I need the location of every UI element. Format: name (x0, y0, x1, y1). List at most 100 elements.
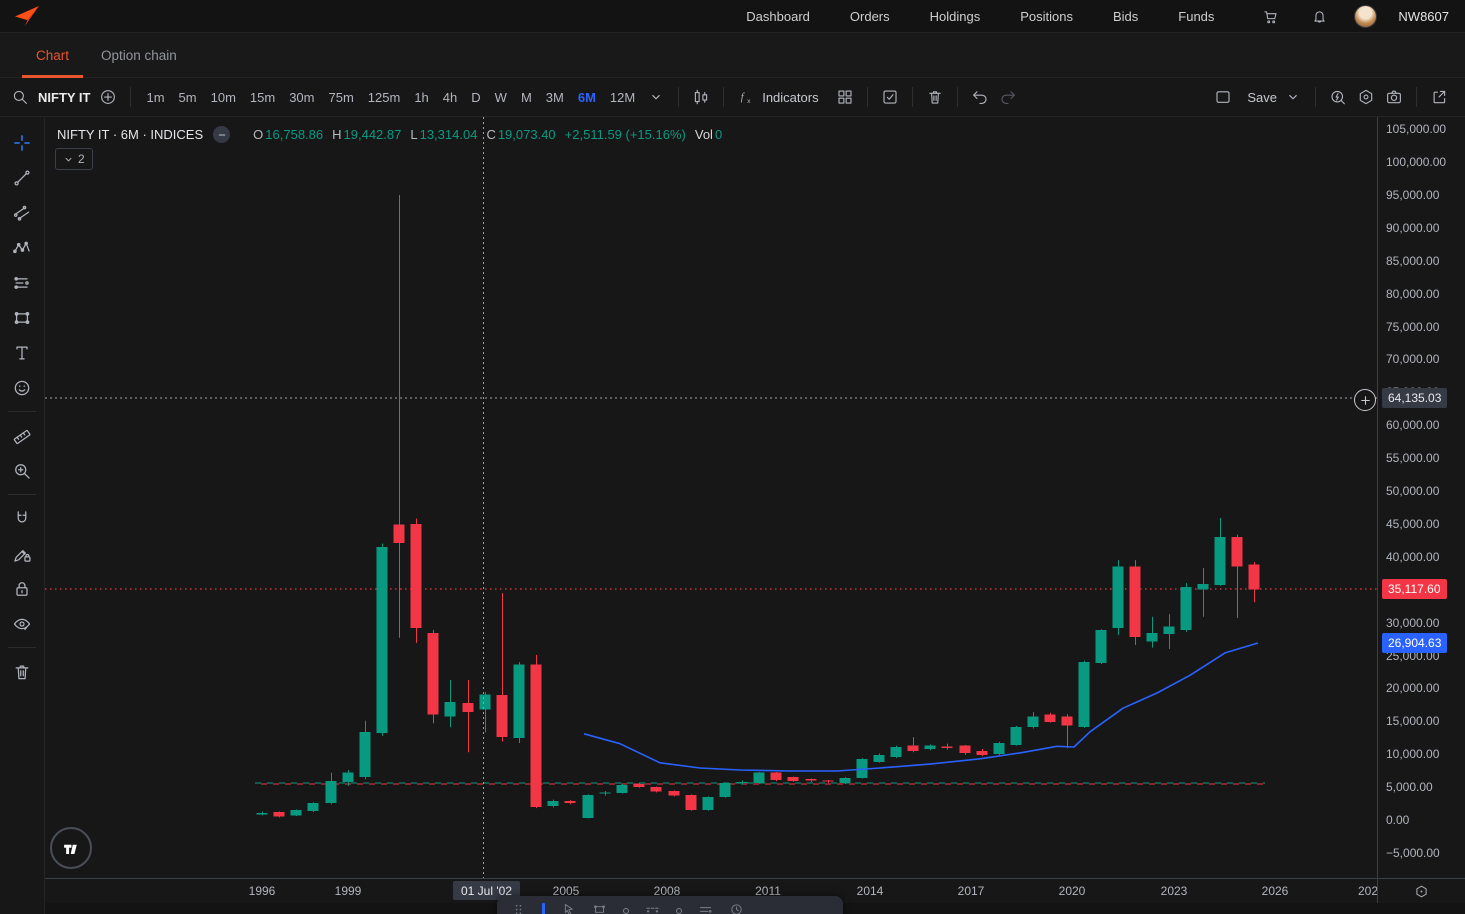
topbar-right-group: NW8607 (1256, 2, 1449, 30)
time-tick: 1999 (334, 884, 362, 898)
magnet-tool[interactable] (5, 502, 39, 535)
nav-item-orders[interactable]: Orders (849, 8, 890, 24)
xabcd-pattern-tool[interactable] (5, 231, 39, 264)
rect-shape-tool[interactable] (5, 301, 39, 334)
interval-1h[interactable]: 1h (414, 89, 429, 105)
interval-125m[interactable]: 125m (367, 89, 401, 105)
dot-icon[interactable] (676, 908, 682, 914)
nav-item-dashboard[interactable]: Dashboard (746, 8, 810, 24)
divider (678, 87, 680, 107)
redo-icon[interactable] (994, 83, 1022, 111)
trash-tool[interactable] (5, 655, 39, 688)
notifications-bell-icon[interactable] (1305, 2, 1333, 30)
time-tick: 2014 (856, 884, 884, 898)
indicator-collapse-badge[interactable]: 2 (55, 148, 93, 170)
compare-add-icon[interactable] (94, 83, 122, 111)
dashed-line-icon[interactable] (645, 902, 660, 914)
nav-item-funds[interactable]: Funds (1178, 8, 1215, 24)
drawing-toolbar (0, 117, 45, 914)
interval-5m[interactable]: 5m (178, 89, 197, 105)
shape-pattern-icon[interactable] (592, 902, 607, 914)
trend-line-tool[interactable] (5, 161, 39, 194)
chart-type-icon[interactable] (687, 83, 715, 111)
eye-tool[interactable] (5, 607, 39, 640)
svg-text:f: f (741, 92, 746, 103)
prev-close-price-label: 35,117.60 (1382, 578, 1447, 599)
nav-item-positions[interactable]: Positions (1020, 8, 1073, 24)
volume-value: 0 (714, 127, 723, 142)
interval-30m[interactable]: 30m (289, 89, 315, 105)
price-axis[interactable]: 105,000.00 100,000.00 95,000.00 90,000.00 85… (1377, 117, 1465, 878)
clock-icon[interactable] (729, 902, 744, 914)
delete-drawings-icon[interactable] (921, 83, 949, 111)
toolbar-right-group: Save (1209, 83, 1453, 111)
price-tick: 90,000.00 (1386, 220, 1440, 235)
floating-drawing-toolbar[interactable] (497, 896, 843, 914)
interval-12M[interactable]: 12M (609, 89, 636, 105)
tab-option-chain[interactable]: Option chain (101, 47, 177, 63)
avatar[interactable] (1354, 4, 1378, 28)
cart-icon[interactable] (1256, 2, 1284, 30)
tradingview-logo[interactable] (50, 827, 92, 869)
crosshair-tool[interactable] (5, 126, 39, 159)
zoom-in-tool[interactable] (5, 454, 39, 487)
text-tool[interactable] (5, 336, 39, 369)
save-button[interactable]: Save (1247, 89, 1277, 105)
alert-icon[interactable] (1324, 83, 1352, 111)
divider (130, 87, 132, 107)
kite-logo-icon[interactable] (14, 6, 40, 26)
interval-10m[interactable]: 10m (210, 89, 236, 105)
parallel-channel-tool[interactable] (5, 196, 39, 229)
save-chevron-down-icon[interactable] (1279, 83, 1307, 111)
arrow-cursor-icon[interactable] (561, 902, 576, 914)
interval-6M[interactable]: 6M (577, 89, 596, 105)
lock-tool[interactable] (5, 572, 39, 605)
axis-settings-icon[interactable] (1413, 883, 1430, 900)
ruler-tool[interactable] (5, 419, 39, 452)
tab-chart[interactable]: Chart (20, 33, 85, 78)
forecast-tool[interactable] (5, 266, 39, 299)
pencil-lock-tool[interactable] (5, 537, 39, 570)
axis-settings-corner[interactable] (1377, 878, 1465, 903)
price-tick: 100,000.00 (1386, 155, 1447, 170)
interval-M[interactable]: M (520, 89, 532, 105)
interval-1m[interactable]: 1m (146, 89, 165, 105)
snapshot-camera-icon[interactable] (1380, 83, 1408, 111)
time-tick: 2023 (1160, 884, 1188, 898)
checkbox-icon[interactable] (876, 83, 904, 111)
interval-W[interactable]: W (494, 89, 507, 105)
add-alert-plus-icon[interactable] (1354, 389, 1376, 411)
nav-item-holdings[interactable]: Holdings (929, 8, 981, 24)
text-cursor[interactable] (542, 903, 545, 914)
layout-icon[interactable] (1209, 83, 1237, 111)
price-tick: 50,000.00 (1386, 484, 1440, 499)
templates-grid-icon[interactable] (831, 83, 859, 111)
symbol-name[interactable]: NIFTY IT (38, 89, 91, 105)
price-tick: 5,000.00 (1386, 780, 1433, 795)
interval-4h[interactable]: 4h (442, 89, 458, 105)
interval-D[interactable]: D (471, 89, 481, 105)
emoji-tool[interactable] (5, 371, 39, 404)
indicators-button[interactable]: Indicators (762, 89, 819, 105)
interval-15m[interactable]: 15m (249, 89, 276, 105)
chart-legend: NIFTY IT · 6M · INDICES O 16,758.86 H 19,4… (57, 126, 722, 143)
hide-series-minus-icon[interactable] (213, 126, 231, 143)
undo-icon[interactable] (966, 83, 994, 111)
candlestick-chart[interactable] (45, 117, 1377, 878)
interval-3M[interactable]: 3M (545, 89, 564, 105)
parallel-lines-icon[interactable] (698, 902, 713, 914)
interval-chevron-down-icon[interactable] (642, 83, 670, 111)
dot-icon[interactable] (623, 908, 629, 914)
legend-symbol-title[interactable]: NIFTY IT · 6M · INDICES (57, 127, 204, 142)
price-tick: 40,000.00 (1386, 549, 1440, 564)
settings-hexagon-icon[interactable] (1352, 83, 1380, 111)
drag-handle-icon[interactable] (511, 902, 526, 914)
interval-75m[interactable]: 75m (328, 89, 354, 105)
search-icon[interactable] (6, 83, 34, 111)
close-value: 19,073.40 (497, 127, 556, 142)
user-id[interactable]: NW8607 (1398, 8, 1449, 24)
fullscreen-expand-icon[interactable] (1425, 83, 1453, 111)
nav-item-bids[interactable]: Bids (1112, 8, 1139, 24)
